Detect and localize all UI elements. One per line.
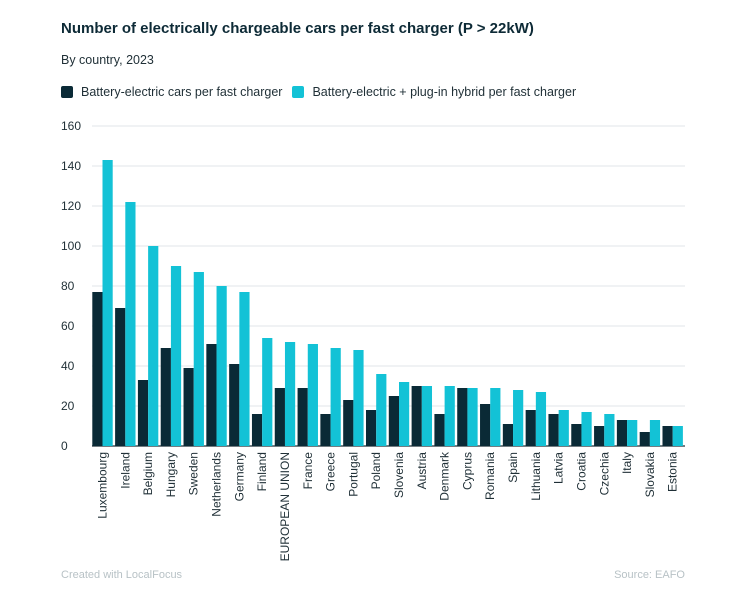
x-tick-label: Poland: [369, 452, 383, 489]
x-tick-label: Germany: [232, 452, 246, 501]
x-tick-label: France: [301, 452, 315, 490]
bar-phev: [558, 410, 569, 446]
bar-phev: [399, 382, 410, 446]
bar-bev: [160, 348, 171, 446]
bar-bev: [115, 308, 126, 446]
bar-phev: [284, 342, 296, 446]
bar-bev: [525, 410, 536, 446]
bar-phev: [262, 338, 273, 446]
bar-bev: [274, 388, 285, 446]
chart-title: Number of electrically chargeable cars p…: [61, 20, 534, 37]
footer-credit[interactable]: Created with LocalFocus: [61, 569, 183, 581]
bar-phev: [627, 420, 638, 446]
bar-bev: [388, 396, 399, 446]
bar-phev: [102, 160, 113, 446]
y-tick-label: 20: [61, 399, 75, 413]
y-tick-label: 160: [61, 119, 81, 133]
x-tick-label: Lithuania: [529, 452, 543, 501]
footer-source: Source: EAFO: [614, 569, 685, 581]
x-tick-label: Belgium: [141, 452, 155, 495]
legend-item-bev[interactable]: Battery-electric cars per fast charger: [61, 85, 282, 99]
bar-phev: [421, 386, 433, 446]
bar-bev: [571, 424, 582, 446]
bar-bev: [229, 364, 240, 446]
bar-bev: [320, 414, 331, 446]
bar-phev: [581, 412, 592, 446]
x-tick-label: Portugal: [346, 452, 360, 497]
bar-phev: [170, 266, 182, 446]
y-tick-label: 120: [61, 199, 81, 213]
y-tick-label: 80: [61, 279, 75, 293]
bar-phev: [193, 272, 204, 446]
x-tick-label: Estonia: [666, 452, 680, 492]
x-tick-label: Sweden: [187, 452, 201, 495]
chart-subtitle: By country, 2023: [61, 53, 154, 67]
bar-bev: [662, 426, 673, 446]
bar-phev: [148, 246, 159, 446]
x-tick-label: Ireland: [118, 452, 132, 489]
bar-bev: [183, 368, 194, 446]
x-tick-label: Czechia: [597, 452, 611, 496]
bar-bev: [206, 344, 217, 446]
y-tick-label: 100: [61, 239, 81, 253]
legend-swatch-bev: [61, 86, 73, 98]
bar-bev: [251, 414, 263, 446]
chart-legend: Battery-electric cars per fast charger B…: [61, 85, 586, 99]
bar-phev: [535, 392, 547, 446]
bar-phev: [649, 420, 661, 446]
x-tick-label: Finland: [255, 452, 269, 491]
bar-phev: [330, 348, 341, 446]
bar-phev: [672, 426, 683, 446]
x-tick-label: Hungary: [164, 452, 178, 497]
bar-bev: [297, 388, 308, 446]
y-tick-label: 40: [61, 359, 75, 373]
legend-swatch-phev: [292, 86, 305, 98]
bar-bev: [434, 414, 445, 446]
bar-phev: [604, 414, 615, 446]
x-tick-label: Latvia: [552, 452, 566, 484]
x-tick-label: Cyprus: [460, 452, 474, 490]
x-tick-label: EUROPEAN UNION: [278, 452, 292, 561]
x-tick-label: Luxembourg: [96, 452, 110, 519]
y-tick-label: 60: [61, 319, 75, 333]
bar-phev: [216, 286, 227, 446]
bar-bev: [92, 292, 103, 446]
bar-phev: [376, 374, 387, 446]
legend-item-phev[interactable]: Battery-electric + plug-in hybrid per fa…: [292, 85, 576, 99]
x-tick-label: Denmark: [438, 451, 452, 501]
x-tick-label: Austria: [415, 452, 429, 490]
bar-bev: [502, 424, 514, 446]
bar-bev: [616, 420, 628, 446]
legend-label-bev: Battery-electric cars per fast charger: [81, 85, 283, 99]
x-tick-label: Romania: [483, 452, 497, 500]
x-tick-label: Croatia: [574, 452, 588, 491]
y-tick-label: 140: [61, 159, 81, 173]
bar-phev: [353, 350, 364, 446]
x-tick-label: Italy: [620, 452, 634, 474]
bar-bev: [457, 388, 468, 446]
legend-label-phev: Battery-electric + plug-in hybrid per fa…: [312, 85, 577, 99]
x-tick-label: Slovakia: [643, 452, 657, 498]
bar-phev: [467, 388, 478, 446]
bar-phev: [307, 344, 318, 446]
bar-phev: [125, 202, 136, 446]
bar-phev: [490, 388, 501, 446]
bar-bev: [343, 400, 354, 446]
x-tick-label: Spain: [506, 452, 520, 483]
x-tick-label: Slovenia: [392, 452, 406, 498]
bar-bev: [365, 410, 377, 446]
bar-phev: [239, 292, 250, 446]
bar-bev: [137, 380, 149, 446]
bar-bev: [411, 386, 422, 446]
bar-phev: [444, 386, 455, 446]
bar-bev: [639, 432, 650, 446]
x-tick-label: Netherlands: [210, 452, 224, 517]
y-tick-label: 0: [61, 439, 68, 453]
bar-bev: [594, 426, 605, 446]
x-tick-label: Greece: [324, 452, 338, 492]
bar-bev: [480, 404, 491, 446]
bar-phev: [513, 390, 524, 446]
bar-bev: [548, 414, 559, 446]
